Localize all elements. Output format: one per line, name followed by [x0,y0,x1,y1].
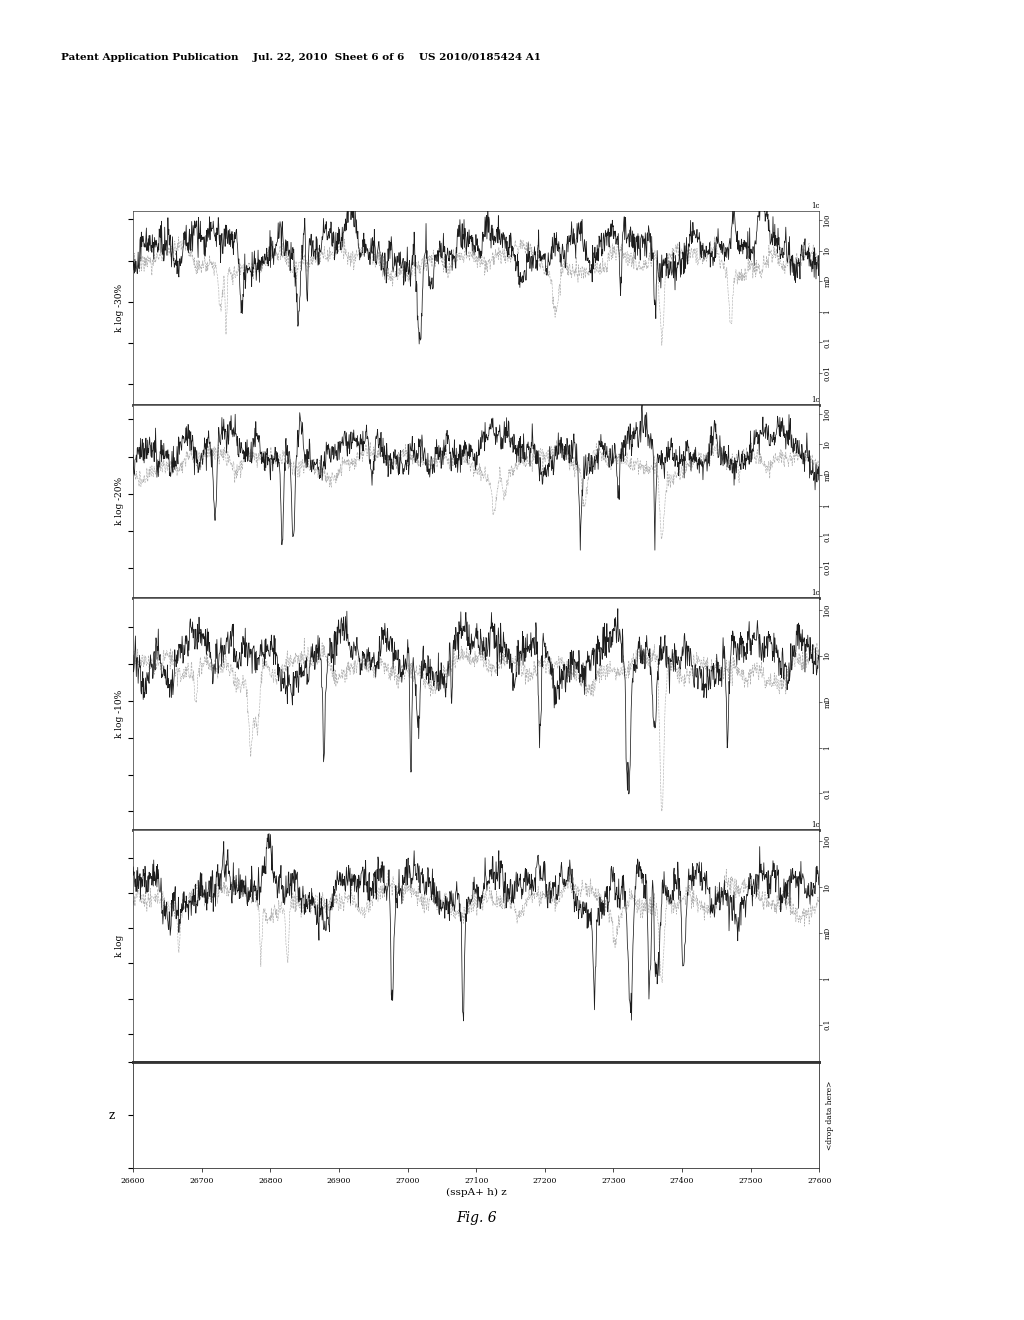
Text: <drop data here>: <drop data here> [826,1080,835,1150]
Y-axis label: z: z [109,1109,115,1122]
Text: Fig. 6: Fig. 6 [456,1212,497,1225]
Text: 1c: 1c [811,396,819,404]
Text: 1c: 1c [811,821,819,829]
Text: Patent Application Publication    Jul. 22, 2010  Sheet 6 of 6    US 2010/0185424: Patent Application Publication Jul. 22, … [61,53,542,62]
Y-axis label: k log -30%: k log -30% [115,284,124,331]
Y-axis label: k log -10%: k log -10% [115,690,124,738]
Text: 1c: 1c [811,589,819,597]
Y-axis label: k log: k log [115,935,124,957]
Y-axis label: k log -20%: k log -20% [115,477,124,525]
X-axis label: (sspA+ h) z: (sspA+ h) z [445,1188,507,1197]
Text: 1c: 1c [811,202,819,210]
